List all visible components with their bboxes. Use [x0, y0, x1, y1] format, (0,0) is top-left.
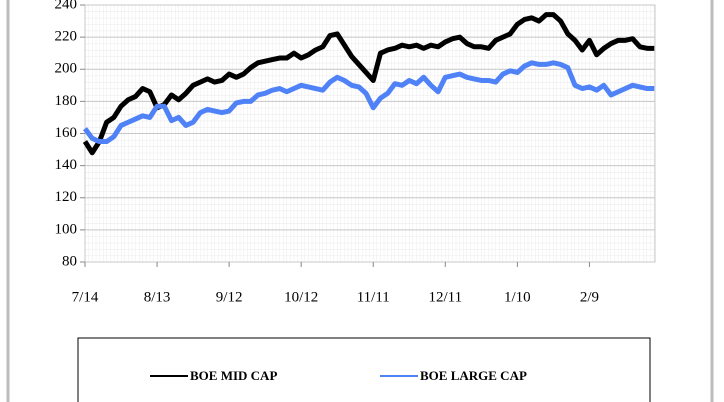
y-tick-label: 240: [55, 0, 78, 12]
legend: BOE MID CAP BOE LARGE CAP: [150, 368, 527, 383]
y-tick-label: 220: [55, 29, 78, 45]
labels: 80 100 120 140 160 180 200 220 240 7/14 8/13 9/12 10…: [55, 0, 600, 305]
series-line: [82, 12, 655, 156]
x-tick-label: 12/11: [428, 289, 462, 305]
legend-label: BOE LARGE CAP: [420, 368, 527, 383]
y-tick-label: 120: [55, 189, 78, 205]
series-line: [82, 60, 655, 145]
legend-label: BOE MID CAP: [190, 368, 277, 383]
legend-box: [77, 337, 651, 402]
y-tick-label: 100: [55, 221, 78, 237]
y-tick-label: 200: [55, 61, 78, 77]
x-tick-label: 7/14: [72, 289, 99, 305]
x-tick-label: 10/12: [284, 289, 318, 305]
x-tick-label: 8/13: [144, 289, 171, 305]
x-tick-label: 9/12: [216, 289, 243, 305]
lines: [82, 12, 655, 156]
x-tick-label: 2/9: [580, 289, 599, 305]
x-tick-label: 11/11: [357, 289, 390, 305]
x-tick-label: 1/10: [504, 289, 531, 305]
y-tick-label: 160: [55, 125, 78, 141]
y-tick-label: 180: [55, 93, 78, 109]
y-tick-label: 80: [62, 253, 77, 269]
y-tick-label: 140: [55, 157, 78, 173]
